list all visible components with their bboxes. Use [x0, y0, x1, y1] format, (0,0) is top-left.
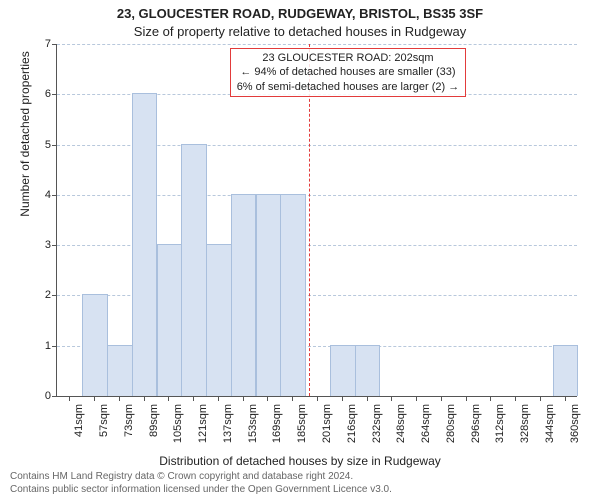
- x-tick-mark: [515, 396, 516, 401]
- x-tick-mark: [441, 396, 442, 401]
- histogram-bar: [280, 194, 306, 396]
- y-tick-mark: [52, 245, 57, 246]
- plot-area: 0123456741sqm57sqm73sqm89sqm105sqm121sqm…: [56, 44, 577, 397]
- y-tick-mark: [52, 145, 57, 146]
- histogram-bar: [231, 194, 257, 396]
- annotation-box: 23 GLOUCESTER ROAD: 202sqm← 94% of detac…: [230, 48, 467, 97]
- y-tick-label: 2: [37, 289, 51, 301]
- x-tick-mark: [267, 396, 268, 401]
- x-tick-mark: [565, 396, 566, 401]
- y-tick-label: 4: [37, 189, 51, 201]
- histogram-bar: [82, 294, 108, 396]
- y-tick-mark: [52, 94, 57, 95]
- y-tick-mark: [52, 295, 57, 296]
- x-tick-mark: [342, 396, 343, 401]
- histogram-bar: [355, 345, 381, 396]
- histogram-bar: [132, 93, 158, 396]
- y-tick-label: 5: [37, 139, 51, 151]
- annotation-line: 6% of semi-detached houses are larger (2…: [237, 80, 460, 94]
- x-tick-mark: [218, 396, 219, 401]
- histogram-bar: [206, 244, 232, 396]
- chart-title-address: 23, GLOUCESTER ROAD, RUDGEWAY, BRISTOL, …: [0, 6, 600, 21]
- x-tick-mark: [193, 396, 194, 401]
- histogram-bar: [107, 345, 133, 396]
- y-tick-mark: [52, 346, 57, 347]
- y-axis-label: Number of detached properties: [18, 0, 32, 310]
- x-tick-mark: [119, 396, 120, 401]
- y-tick-label: 0: [37, 390, 51, 402]
- histogram-bar: [157, 244, 183, 396]
- x-tick-mark: [540, 396, 541, 401]
- chart-subtitle: Size of property relative to detached ho…: [0, 24, 600, 39]
- histogram-bar: [256, 194, 282, 396]
- x-tick-mark: [490, 396, 491, 401]
- histogram-bar: [330, 345, 356, 396]
- x-tick-mark: [243, 396, 244, 401]
- histogram-bar: [553, 345, 579, 396]
- footer-line-1: Contains HM Land Registry data © Crown c…: [10, 471, 392, 484]
- x-tick-mark: [94, 396, 95, 401]
- x-tick-mark: [416, 396, 417, 401]
- footer-line-2: Contains public sector information licen…: [10, 484, 392, 497]
- x-tick-mark: [317, 396, 318, 401]
- x-tick-mark: [391, 396, 392, 401]
- y-tick-mark: [52, 44, 57, 45]
- x-tick-mark: [168, 396, 169, 401]
- histogram-bar: [181, 144, 207, 396]
- annotation-line: 23 GLOUCESTER ROAD: 202sqm: [237, 51, 460, 65]
- y-tick-label: 7: [37, 38, 51, 50]
- x-tick-mark: [144, 396, 145, 401]
- y-tick-mark: [52, 195, 57, 196]
- x-tick-mark: [466, 396, 467, 401]
- chart-container: 23, GLOUCESTER ROAD, RUDGEWAY, BRISTOL, …: [0, 0, 600, 500]
- y-tick-label: 3: [37, 239, 51, 251]
- x-tick-mark: [367, 396, 368, 401]
- y-tick-mark: [52, 396, 57, 397]
- x-tick-mark: [292, 396, 293, 401]
- x-axis-label: Distribution of detached houses by size …: [0, 454, 600, 468]
- y-tick-label: 6: [37, 88, 51, 100]
- y-tick-label: 1: [37, 340, 51, 352]
- gridline: [57, 44, 577, 45]
- annotation-line: ← 94% of detached houses are smaller (33…: [237, 65, 460, 79]
- attribution-footer: Contains HM Land Registry data © Crown c…: [10, 471, 392, 496]
- x-tick-mark: [69, 396, 70, 401]
